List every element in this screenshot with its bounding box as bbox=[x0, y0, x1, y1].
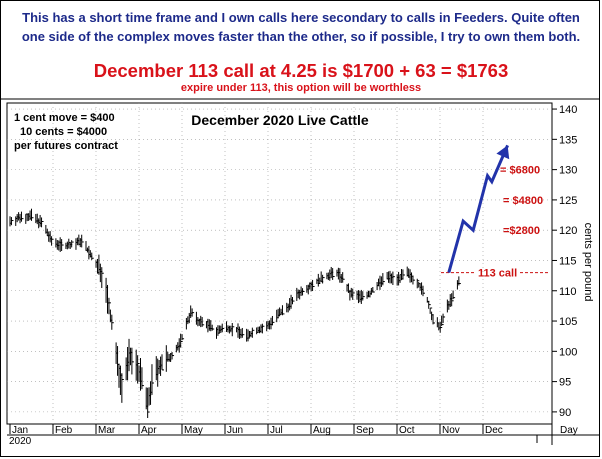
y-tick-label: 95 bbox=[559, 377, 571, 389]
x-tick-label: Jan bbox=[12, 425, 28, 436]
note-ten-cents: 10 cents = $4000 bbox=[20, 126, 107, 138]
y-axis-ticks: 90 95 100 105 110 115 120 125 130 135 140 bbox=[552, 104, 577, 419]
commentary-line-1: This has a short time frame and I own ca… bbox=[22, 10, 580, 25]
x-axis-ticks: Jan Feb Mar Apr May Jun Jul Aug Sep Oct Nov Dec bbox=[9, 424, 503, 436]
y-tick-label: 130 bbox=[559, 165, 577, 177]
y-tick-label: 140 bbox=[559, 104, 577, 116]
y-axis-label: cents per pound bbox=[582, 223, 594, 302]
projection-arrowhead bbox=[496, 145, 510, 160]
y-tick-label: 115 bbox=[559, 255, 577, 267]
option-expiry-note: expire under 113, this option will be wo… bbox=[180, 82, 422, 94]
option-cost-headline: December 113 call at 4.25 is $1700 + 63 … bbox=[93, 60, 509, 81]
x-tick-label: Jun bbox=[227, 425, 243, 436]
x-tick-label: Dec bbox=[485, 425, 503, 436]
profit-level-label: = $4800 bbox=[503, 195, 543, 207]
annotations: 113 call = $6800 = $4800 =$2800 bbox=[441, 144, 548, 280]
x-tick-label: May bbox=[184, 425, 203, 436]
y-tick-label: 135 bbox=[559, 134, 577, 146]
profit-level-label: =$2800 bbox=[503, 225, 540, 237]
x-tick-label: Aug bbox=[313, 425, 331, 436]
x-tick-label: Jul bbox=[270, 425, 283, 436]
projection-arrow bbox=[447, 144, 509, 273]
note-per-contract: per futures contract bbox=[14, 140, 118, 152]
commentary-line-2: one side of the complex moves faster tha… bbox=[21, 29, 581, 44]
x-tick-label: Oct bbox=[399, 425, 415, 436]
note-cent-move: 1 cent move = $400 bbox=[14, 112, 115, 124]
chart-title: December 2020 Live Cattle bbox=[191, 112, 369, 128]
y-tick-label: 105 bbox=[559, 316, 577, 328]
price-bars bbox=[9, 208, 461, 419]
x-axis-unit: Day bbox=[560, 425, 578, 436]
x-tick-label: Mar bbox=[98, 425, 116, 436]
y-tick-label: 120 bbox=[559, 225, 577, 237]
x-tick-label: Feb bbox=[55, 425, 73, 436]
x-tick-label: Nov bbox=[442, 425, 460, 436]
y-tick-label: 125 bbox=[559, 195, 577, 207]
x-tick-label: Apr bbox=[141, 425, 157, 436]
x-tick-label: Sep bbox=[356, 425, 374, 436]
year-label: 2020 bbox=[9, 436, 32, 447]
y-tick-label: 100 bbox=[559, 346, 577, 358]
strike-label: 113 call bbox=[478, 268, 517, 280]
y-tick-label: 90 bbox=[559, 407, 571, 419]
profit-level-label: = $6800 bbox=[500, 165, 540, 177]
y-tick-label: 110 bbox=[559, 286, 577, 298]
